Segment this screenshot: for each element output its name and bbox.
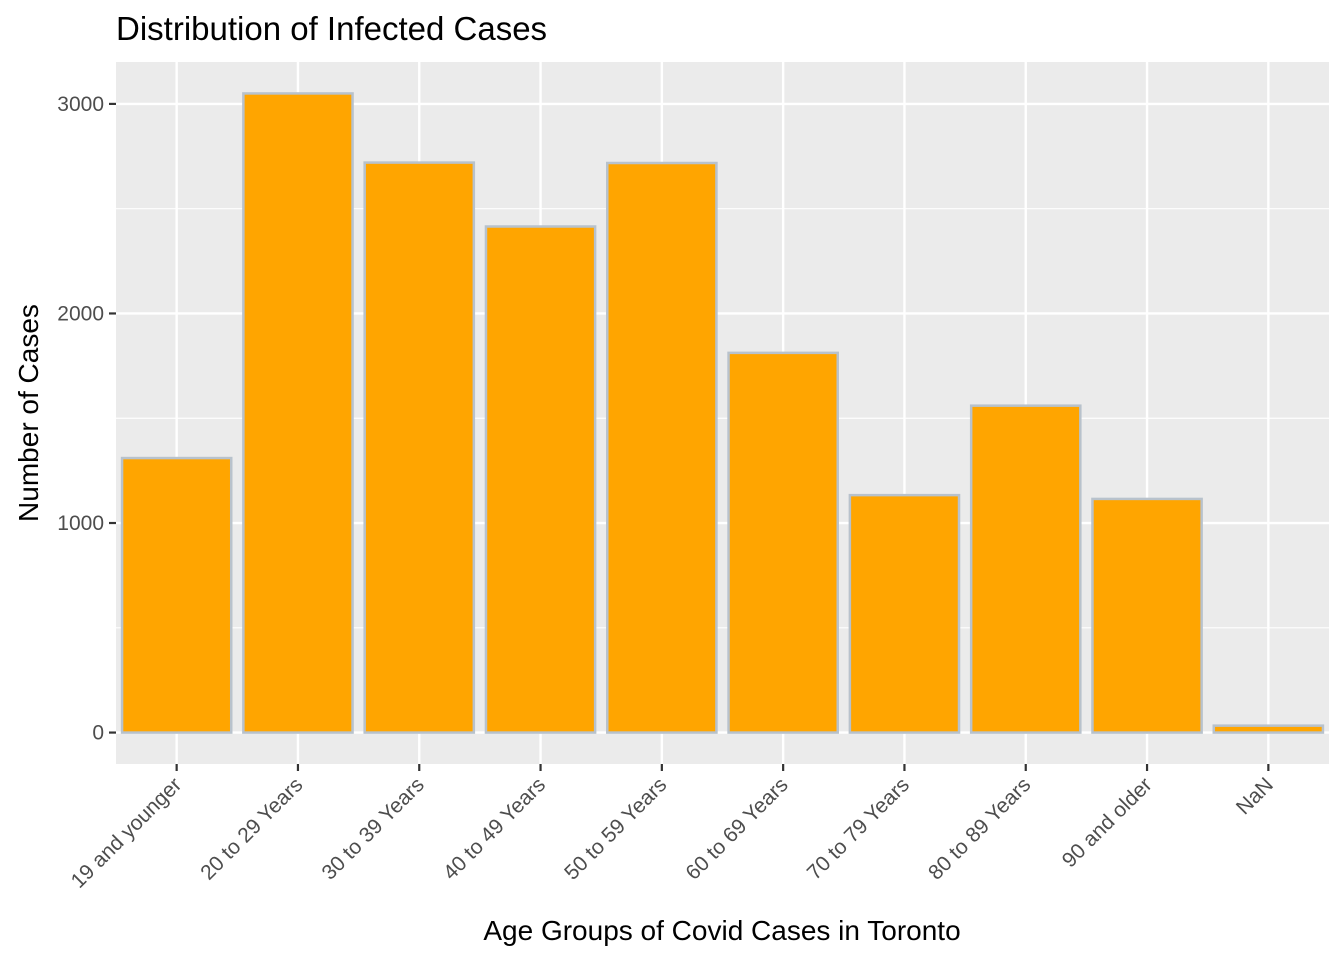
x-tick-label: 50 to 59 Years bbox=[560, 773, 671, 884]
y-tick-label: 1000 bbox=[57, 512, 104, 535]
y-tick-label: 2000 bbox=[57, 302, 104, 325]
bar bbox=[606, 161, 718, 734]
bar bbox=[848, 493, 961, 734]
bar bbox=[1091, 497, 1203, 734]
x-axis-title: Age Groups of Covid Cases in Toronto bbox=[483, 915, 960, 946]
bar bbox=[242, 92, 354, 734]
x-tick-label: 60 to 69 Years bbox=[681, 773, 792, 884]
y-axis-title: Number of Cases bbox=[13, 304, 44, 522]
x-tick-label: 80 to 89 Years bbox=[924, 773, 1035, 884]
bar bbox=[120, 456, 233, 734]
bars bbox=[120, 92, 1325, 734]
y-tick-label: 0 bbox=[92, 722, 104, 745]
x-tick-label: 19 and younger bbox=[67, 773, 186, 892]
x-tick-label: 70 to 79 Years bbox=[803, 773, 914, 884]
bar bbox=[1212, 724, 1325, 734]
chart-title: Distribution of Infected Cases bbox=[116, 10, 547, 47]
x-tick-label: 40 to 49 Years bbox=[439, 773, 550, 884]
bar bbox=[727, 351, 839, 734]
x-tick-label: NaN bbox=[1232, 773, 1278, 819]
bar bbox=[363, 161, 476, 734]
x-tick-label: 30 to 39 Years bbox=[318, 773, 429, 884]
x-tick-label: 20 to 29 Years bbox=[196, 773, 307, 884]
y-tick-label: 3000 bbox=[57, 93, 104, 116]
bar bbox=[484, 225, 597, 734]
x-tick-label: 90 and older bbox=[1058, 773, 1157, 872]
bar bbox=[969, 404, 1082, 734]
